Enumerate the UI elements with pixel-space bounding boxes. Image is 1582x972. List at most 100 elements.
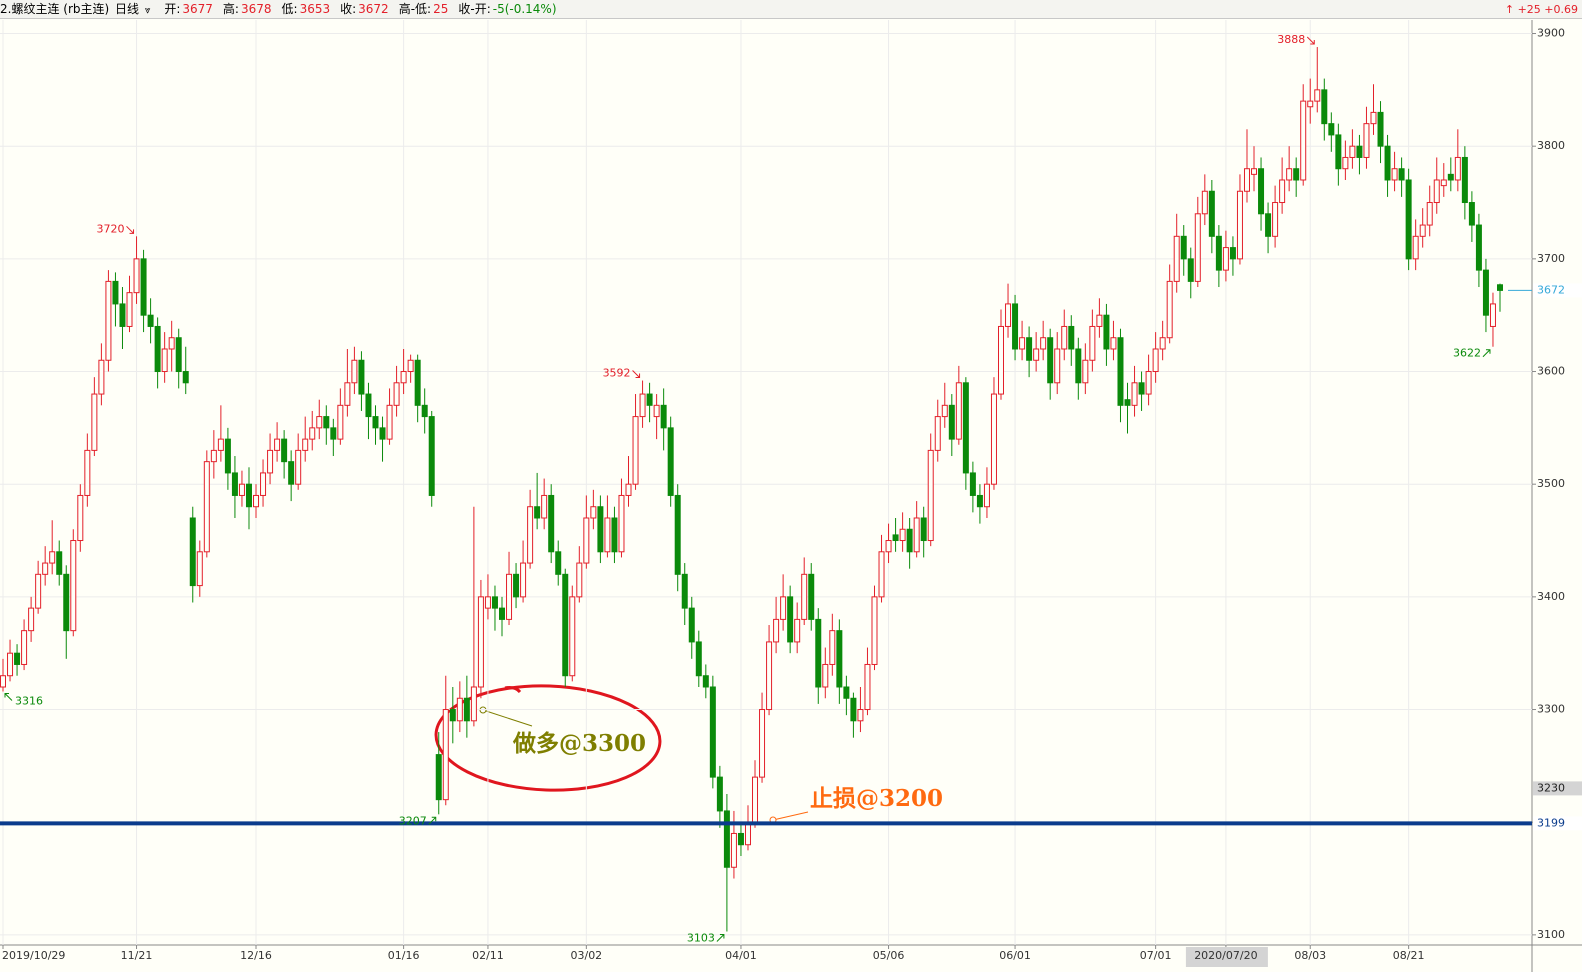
candle-body	[913, 517, 920, 553]
candle-body	[892, 534, 899, 542]
candle-body	[1440, 179, 1447, 187]
candle-body	[815, 618, 822, 688]
candle-body	[885, 540, 892, 553]
extreme-label: 3207	[399, 814, 427, 827]
candle-body	[175, 337, 182, 373]
x-tick-label: 01/16	[388, 949, 420, 962]
candle-body	[1412, 235, 1419, 260]
candle-body	[660, 404, 667, 429]
x-tick-label: 06/01	[999, 949, 1031, 962]
candle-body	[787, 596, 794, 643]
candle-body	[323, 416, 330, 429]
candle-body	[203, 461, 210, 553]
candle-body	[1033, 348, 1040, 361]
candle-body	[1251, 168, 1258, 175]
x-tick-label: 12/16	[240, 949, 272, 962]
candle-body	[878, 551, 885, 598]
candle-body	[499, 607, 505, 620]
candle-body	[330, 427, 337, 440]
candle-body	[998, 325, 1004, 395]
quote-field: 高: 3678	[223, 2, 280, 16]
candle-body	[379, 427, 386, 440]
symbol: 2.螺纹主连 (rb主连)	[0, 2, 110, 16]
candle-body	[407, 359, 414, 373]
candle-body	[238, 483, 245, 496]
candle-body	[372, 416, 379, 429]
extreme-arrow	[1482, 349, 1491, 358]
candle-body	[625, 483, 632, 496]
candle-body	[759, 709, 766, 778]
candle-body	[569, 596, 576, 677]
candle-body	[1377, 111, 1384, 147]
candle-body	[1208, 190, 1215, 237]
candle-body	[1363, 123, 1370, 158]
candle-body	[1054, 348, 1061, 384]
quote-field: 高-低: 25	[399, 2, 457, 16]
candle-body	[646, 393, 653, 406]
candle-body	[653, 404, 660, 418]
candle-body	[1187, 258, 1194, 282]
candle-body	[337, 404, 344, 440]
candle-body	[309, 427, 316, 440]
candle-body	[674, 494, 681, 575]
candle-body	[681, 573, 688, 609]
candle-body	[906, 528, 913, 553]
candle-body	[253, 494, 260, 508]
x-tick-label: 2020/07/20	[1194, 949, 1257, 962]
change: ↑ +25 +0.69	[1504, 3, 1578, 16]
candle-body	[920, 517, 927, 542]
candle-body	[224, 438, 231, 474]
quote-field: 收-开: -5(-0.14%)	[458, 2, 564, 16]
highlight-ellipse	[434, 684, 662, 792]
candle-body	[316, 416, 323, 429]
ellipse-stroke-end	[504, 686, 522, 694]
candle-body	[513, 573, 520, 598]
extreme-label: 3720	[97, 222, 125, 235]
candle-body	[1342, 156, 1349, 170]
candle-body	[1314, 89, 1321, 102]
candle-body	[562, 573, 569, 677]
extreme-label: 3103	[687, 931, 715, 944]
candle-body	[35, 573, 42, 609]
candle-body	[302, 438, 309, 451]
candle-body	[1398, 168, 1405, 181]
period[interactable]: 日线	[115, 2, 140, 16]
candle-body	[210, 449, 217, 463]
x-tick-label: 2019/10/29	[2, 949, 65, 962]
y-tick-label: 3400	[1537, 590, 1565, 603]
candle-body	[7, 652, 14, 677]
candle-body	[281, 438, 288, 463]
candle-body	[91, 393, 98, 451]
candle-body	[702, 675, 709, 688]
cursor-label: 3230	[1537, 781, 1565, 794]
candle-body	[1461, 156, 1468, 204]
candle-body	[77, 494, 84, 542]
candle-body	[1328, 123, 1335, 136]
candle-body	[0, 675, 6, 688]
candle-body	[1370, 111, 1377, 125]
leader-line	[772, 811, 809, 821]
candle-body	[822, 663, 829, 688]
candle-body	[1082, 359, 1089, 384]
candle-body	[632, 416, 639, 485]
candle-body	[871, 596, 878, 665]
candle-body	[1026, 337, 1033, 361]
extreme-label: 3888	[1277, 33, 1305, 46]
candle-body	[154, 325, 161, 373]
period-toggle[interactable]: ⩔	[144, 5, 151, 16]
candle-body	[962, 382, 969, 474]
candle-body	[393, 382, 400, 406]
candle-body	[611, 517, 618, 553]
x-tick-label: 07/01	[1140, 949, 1172, 962]
candle-body	[1384, 145, 1391, 181]
field-label: 开:	[164, 2, 181, 16]
candle-body	[182, 371, 189, 384]
candle-body	[1293, 168, 1300, 181]
quote-fields: 开: 3677 高: 3678 低: 3653 收: 3672 高-低: 25 收-开: -5(-0.…	[164, 2, 566, 16]
candle-body	[1117, 337, 1124, 406]
annotation: 止损@3200	[810, 785, 943, 812]
candle-body	[744, 821, 751, 846]
candle-body	[941, 404, 948, 418]
candle-body	[1300, 100, 1307, 181]
candle-body	[449, 709, 456, 722]
